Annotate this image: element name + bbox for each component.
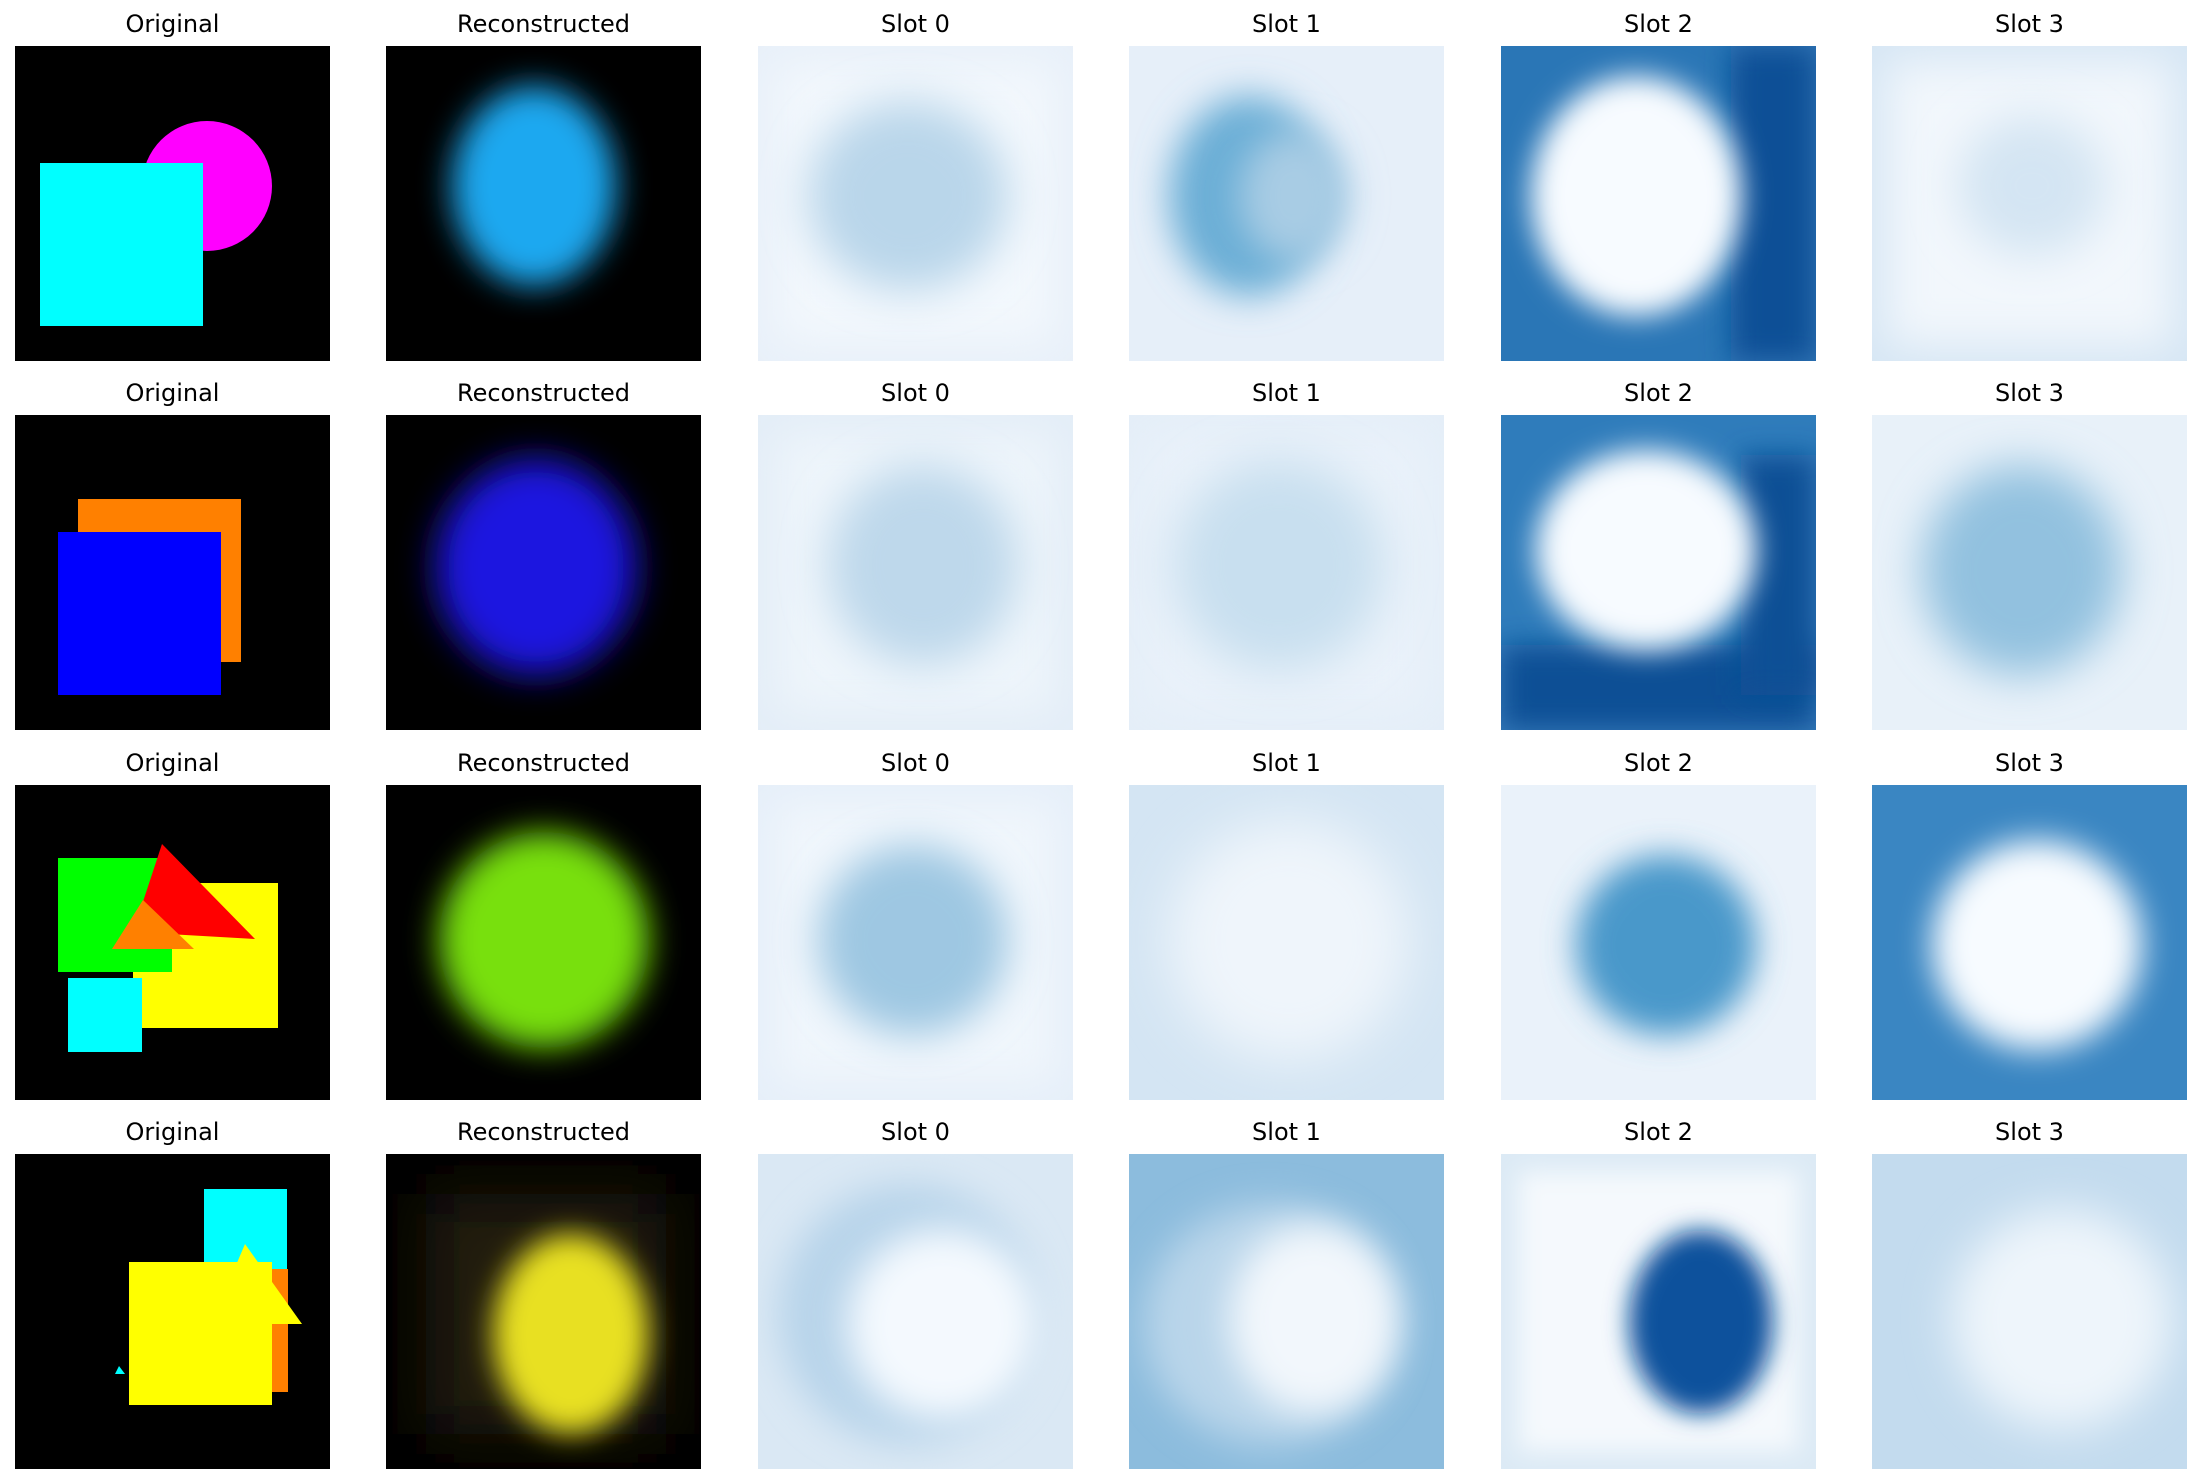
reconstructed-image <box>386 46 701 361</box>
panel-title: Slot 2 <box>1624 379 1693 407</box>
panel-title: Slot 0 <box>881 379 950 407</box>
panel-title: Slot 1 <box>1252 379 1321 407</box>
panel-title: Slot 0 <box>881 10 950 38</box>
slot-mask <box>1501 46 1816 361</box>
panel-title: Reconstructed <box>456 1118 631 1146</box>
original-image <box>15 1154 330 1469</box>
original-image <box>15 785 330 1100</box>
slot-mask <box>1872 46 2187 361</box>
panel-title: Slot 2 <box>1624 749 1693 777</box>
slot-mask <box>758 1154 1073 1469</box>
slot-mask <box>1501 415 1816 730</box>
reconstructed-image <box>386 415 701 730</box>
panel-title: Slot 2 <box>1624 10 1693 38</box>
slot-mask <box>1129 415 1444 730</box>
slot-mask <box>1129 1154 1444 1469</box>
panel-title: Slot 1 <box>1252 1118 1321 1146</box>
slot-mask <box>1872 785 2187 1100</box>
slot-mask <box>1872 415 2187 730</box>
slot-mask <box>1872 1154 2187 1469</box>
panel-title: Original <box>125 10 220 38</box>
panel-title: Slot 1 <box>1252 10 1321 38</box>
panel-title: Slot 0 <box>881 1118 950 1146</box>
panel-title: Slot 0 <box>881 749 950 777</box>
slot-mask <box>1129 785 1444 1100</box>
reconstructed-image <box>386 785 701 1100</box>
panel-title: Original <box>125 379 220 407</box>
panel-title: Original <box>125 1118 220 1146</box>
panel-title: Reconstructed <box>456 379 631 407</box>
panel-title: Slot 3 <box>1995 749 2064 777</box>
panel-title: Slot 3 <box>1995 10 2064 38</box>
panel-title: Slot 1 <box>1252 749 1321 777</box>
panel-title: Slot 3 <box>1995 379 2064 407</box>
panel-title: Reconstructed <box>456 10 631 38</box>
slot-mask <box>758 46 1073 361</box>
slot-mask <box>1129 46 1444 361</box>
slot-mask <box>1501 785 1816 1100</box>
original-image <box>15 46 330 361</box>
panel-title: Original <box>125 749 220 777</box>
panel-title: Reconstructed <box>456 749 631 777</box>
panel-title: Slot 3 <box>1995 1118 2064 1146</box>
slot-mask <box>1501 1154 1816 1469</box>
reconstructed-image <box>386 1154 701 1469</box>
panel-title: Slot 2 <box>1624 1118 1693 1146</box>
slot-mask <box>758 415 1073 730</box>
original-image <box>15 415 330 730</box>
slot-mask <box>758 785 1073 1100</box>
